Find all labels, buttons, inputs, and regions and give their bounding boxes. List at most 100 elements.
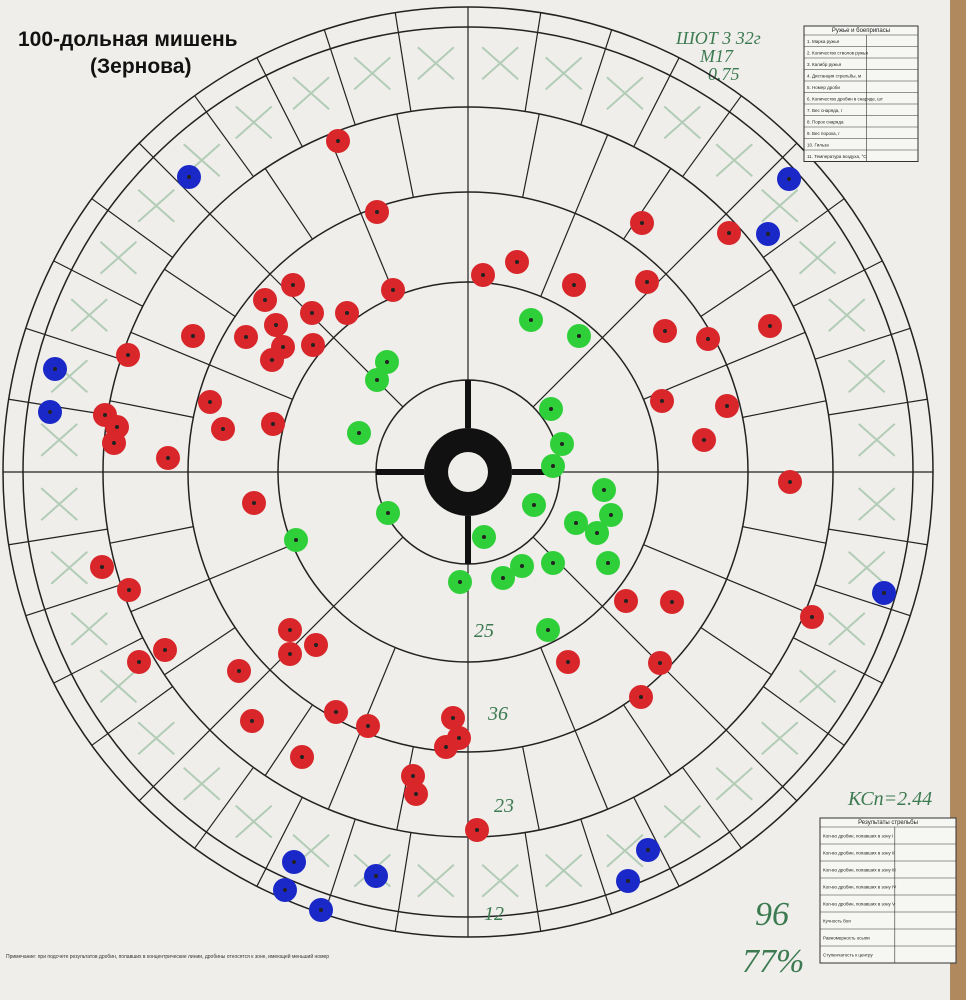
pellet-hole xyxy=(374,874,378,878)
pellet-hole xyxy=(768,324,772,328)
pellet-hole xyxy=(482,535,486,539)
pellet-hole xyxy=(670,600,674,604)
pellet-hole xyxy=(112,441,116,445)
note-load: ШОТ 3 32г xyxy=(675,28,761,48)
pellet-hole xyxy=(208,400,212,404)
pellet-hole xyxy=(577,334,581,338)
sector-line xyxy=(396,113,414,198)
table-row: 11. Температура воздуха, °С xyxy=(807,154,867,159)
table-frame xyxy=(819,817,957,964)
pellet-hole xyxy=(602,488,606,492)
pencil-mark xyxy=(292,76,330,110)
table-row: Кучность боя xyxy=(823,919,851,924)
sector-line xyxy=(700,627,772,676)
sector-line xyxy=(532,536,603,607)
sector-line xyxy=(264,704,313,776)
sector-line xyxy=(109,400,194,418)
sector-line xyxy=(209,213,271,275)
sector-line xyxy=(109,526,194,544)
sector-line xyxy=(194,766,254,849)
sector-line xyxy=(574,134,609,214)
table-row: 3. Калибр ружья xyxy=(807,62,842,67)
table-row: Кол-во дробин, попавших в зону III xyxy=(823,868,896,873)
pellet-hole xyxy=(288,652,292,656)
sector-line xyxy=(522,746,540,831)
pellet-hole xyxy=(532,503,536,507)
pellet-hole xyxy=(163,648,167,652)
sector-line xyxy=(91,198,174,258)
pellet-hole xyxy=(660,399,664,403)
pellet-hole xyxy=(574,521,578,525)
pellet-hole xyxy=(334,710,338,714)
sector-line xyxy=(726,578,806,613)
pencil-mark xyxy=(606,834,644,868)
pellet-hole xyxy=(475,828,479,832)
pencil-mark xyxy=(848,550,886,585)
pencil-mark xyxy=(606,76,644,110)
sector-line xyxy=(725,729,798,802)
pencil-mark xyxy=(858,423,896,457)
sector-line xyxy=(792,260,883,307)
pencil-mark xyxy=(417,863,455,898)
table-row: 5. Номер дроби xyxy=(807,85,840,90)
footnote: Примечание: при подсчете результатов дро… xyxy=(6,953,329,960)
pellet-hole xyxy=(663,329,667,333)
sector-line xyxy=(540,647,576,731)
pellet-hole xyxy=(250,719,254,723)
pencil-mark xyxy=(663,105,701,140)
sector-line xyxy=(130,578,210,613)
pencil-mark xyxy=(417,46,455,81)
pencil-mark xyxy=(137,188,175,223)
sector-line xyxy=(25,327,122,360)
pellet-hole xyxy=(606,561,610,565)
pellet-hole xyxy=(137,660,141,664)
ring xyxy=(187,191,749,753)
pellet-hole xyxy=(501,576,505,580)
pencil-mark xyxy=(828,612,866,646)
table-row: 1. Марка ружья xyxy=(807,39,840,44)
pencil-mark xyxy=(99,241,138,275)
pellet-hole xyxy=(788,480,792,484)
sector-line xyxy=(256,57,303,148)
pellet-hole xyxy=(481,273,485,277)
pellet-hole xyxy=(274,323,278,327)
pellet-hole xyxy=(281,345,285,349)
pellet-hole xyxy=(551,464,555,468)
sector-line xyxy=(726,331,806,366)
pellet-hole xyxy=(103,413,107,417)
pencil-mark xyxy=(663,804,701,839)
pellet-hole xyxy=(53,367,57,371)
sector-line xyxy=(333,536,404,607)
pellet-hole xyxy=(291,283,295,287)
pellet-hole xyxy=(457,736,461,740)
pellet-hole xyxy=(546,628,550,632)
pellet-hole xyxy=(385,360,389,364)
note-choke: М17 xyxy=(699,46,734,66)
table-row: 4. Дистанция стрельбы, м xyxy=(807,73,861,78)
pencil-mark xyxy=(137,721,175,756)
pellet-hole xyxy=(310,311,314,315)
table-row: Ступенчатость к центру xyxy=(823,953,873,958)
pellet-hole xyxy=(646,848,650,852)
pencil-mark xyxy=(70,298,108,332)
pellet-hole xyxy=(609,513,613,517)
subtitle: (Зернова) xyxy=(90,55,191,78)
sector-line xyxy=(209,364,293,400)
sector-line xyxy=(394,12,412,112)
pellet-hole xyxy=(270,358,274,362)
ring-note: 23 xyxy=(494,795,514,817)
sector-line xyxy=(762,686,845,746)
pellet-hole xyxy=(166,456,170,460)
pencil-mark xyxy=(481,46,519,81)
note-constriction: 0.75 xyxy=(708,64,740,84)
sector-line xyxy=(8,528,108,546)
sector-line xyxy=(394,832,412,932)
pencil-mark xyxy=(828,298,866,332)
pencil-mark xyxy=(715,767,753,801)
pellet-hole xyxy=(624,599,628,603)
pellet-hole xyxy=(391,288,395,292)
sector-line xyxy=(682,766,742,849)
pellet-hole xyxy=(411,774,415,778)
sector-line xyxy=(623,704,672,776)
pellet-hole xyxy=(386,511,390,515)
